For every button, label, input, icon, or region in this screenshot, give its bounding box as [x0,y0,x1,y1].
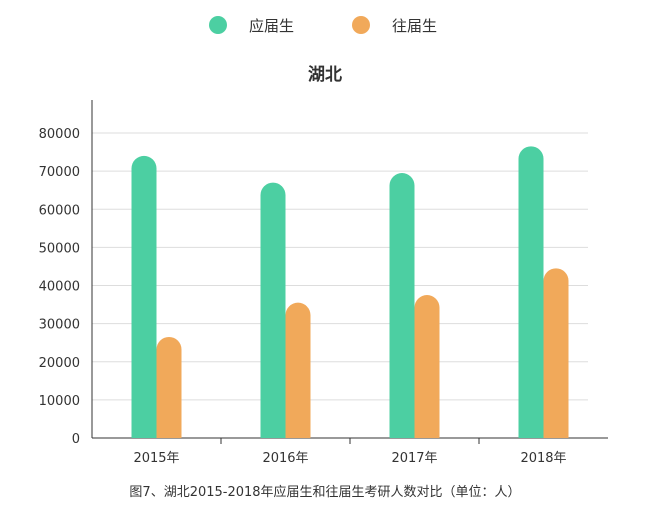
y-tick-label-60000: 60000 [39,203,80,218]
bar-past-2017年 [414,295,440,438]
bar-fresh-2016年 [260,182,286,438]
y-tick-label-10000: 10000 [39,394,80,409]
bar-fresh-2018年 [518,146,544,438]
y-tick-label-20000: 20000 [39,356,80,371]
chart-legend: 应届生 往届生 [0,13,650,37]
y-tick-label-70000: 70000 [39,165,80,180]
figure-caption: 图7、湖北2015-2018年应届生和往届生考研人数对比（单位：人） [129,485,521,500]
bar-fresh-2015年 [131,155,157,438]
legend-swatch-past-graduates [352,16,370,34]
bar-past-2018年 [543,268,569,438]
bar-past-2016年 [285,302,311,438]
x-tick-label-2017年: 2017年 [391,451,437,466]
legend-item-past-graduates[interactable]: 往届生 [352,13,437,37]
y-tick-label-50000: 50000 [39,241,80,256]
x-tick-label-2018年: 2018年 [520,451,566,466]
legend-label-fresh-graduates: 应届生 [249,16,295,35]
y-tick-label-40000: 40000 [39,280,80,295]
chart-title: 湖北 [308,65,342,85]
y-tick-label-0: 0 [72,432,80,447]
x-tick-label-2015年: 2015年 [133,451,179,466]
bar-past-2015年 [156,336,182,438]
x-tick-label-2016年: 2016年 [262,451,308,466]
legend-swatch-fresh-graduates [209,16,227,34]
y-tick-label-30000: 30000 [39,318,80,333]
bar-fresh-2017年 [389,173,415,438]
legend-label-past-graduates: 往届生 [392,16,438,35]
y-tick-label-80000: 80000 [39,127,80,142]
legend-item-fresh-graduates[interactable]: 应届生 [209,13,294,37]
